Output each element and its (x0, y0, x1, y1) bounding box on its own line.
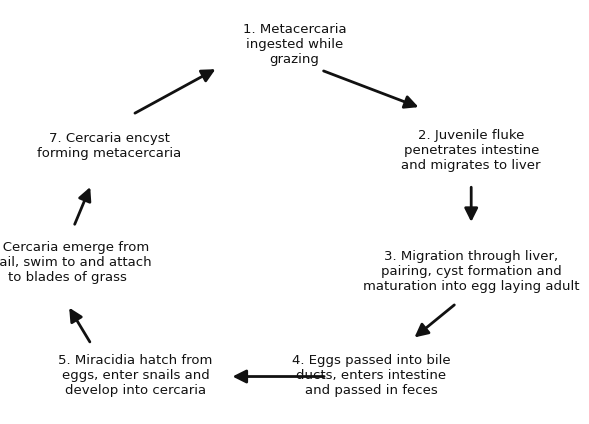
Text: 3. Migration through liver,
pairing, cyst formation and
maturation into egg layi: 3. Migration through liver, pairing, cys… (363, 250, 580, 293)
Text: 1. Metacercaria
ingested while
grazing: 1. Metacercaria ingested while grazing (243, 23, 346, 66)
Text: 6. Cercaria emerge from
snail, swim to and attach
to blades of grass: 6. Cercaria emerge from snail, swim to a… (0, 241, 151, 285)
Text: 7. Cercaria encyst
forming metacercaria: 7. Cercaria encyst forming metacercaria (37, 132, 181, 160)
Text: 4. Eggs passed into bile
ducts, enters intestine
and passed in feces: 4. Eggs passed into bile ducts, enters i… (292, 354, 451, 397)
Text: 5. Miracidia hatch from
eggs, enter snails and
develop into cercaria: 5. Miracidia hatch from eggs, enter snai… (58, 354, 213, 397)
Text: 2. Juvenile fluke
penetrates intestine
and migrates to liver: 2. Juvenile fluke penetrates intestine a… (402, 129, 541, 172)
